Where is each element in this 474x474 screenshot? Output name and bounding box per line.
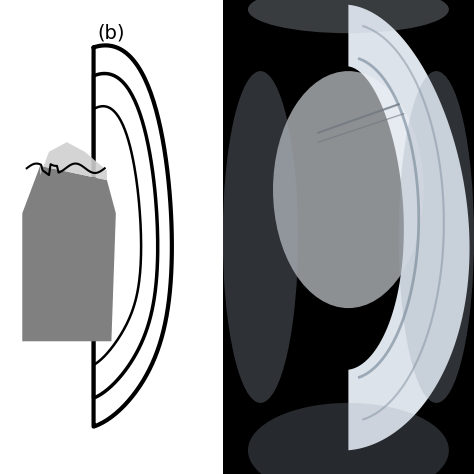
Polygon shape (22, 166, 116, 341)
Ellipse shape (223, 71, 298, 403)
Polygon shape (40, 142, 107, 180)
Ellipse shape (248, 403, 449, 474)
Ellipse shape (399, 71, 474, 403)
Ellipse shape (248, 0, 449, 33)
Text: (b): (b) (97, 24, 124, 43)
Polygon shape (348, 5, 470, 450)
Ellipse shape (273, 71, 424, 308)
